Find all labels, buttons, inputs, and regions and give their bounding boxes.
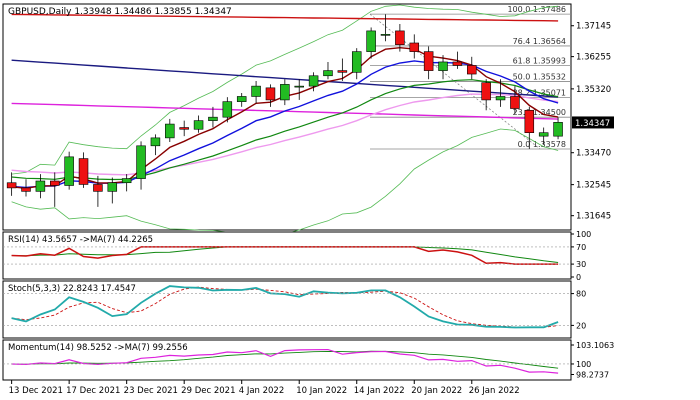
rsi-panel: RSI(14) 43.5657 ->MA(7) 44.2265 100 70 30 0 (2, 230, 591, 282)
time-tick-label: 13 Dec 2021 (9, 386, 63, 396)
candle-body (351, 51, 362, 73)
price-tick-label: 1.33470 (576, 149, 611, 159)
fib-label: 76.4 1.36564 (513, 37, 566, 46)
candle-body (467, 65, 477, 75)
time-tick-label: 29 Dec 2021 (181, 386, 235, 396)
price-tick-label: 1.32545 (576, 181, 611, 191)
bollinger-upper (11, 4, 559, 175)
last-price-box (572, 116, 614, 129)
candle-body (78, 158, 89, 185)
rsi-axis: 100 70 30 0 (571, 230, 591, 282)
candle-body (337, 70, 348, 73)
candle-body (553, 122, 563, 137)
stoch-label: Stoch(5,3,3) 22.8243 17.4547 (8, 284, 136, 294)
candle-body (136, 145, 146, 179)
ma50-line (11, 93, 559, 176)
candle-body (236, 96, 247, 102)
axis-tick-label: 0 (576, 273, 581, 282)
axis-tick-label: 100 (576, 230, 591, 239)
candle-body (524, 109, 535, 133)
candle-body (380, 34, 391, 36)
price-tick-label: 1.31645 (576, 212, 611, 222)
stoch-lines (3, 285, 571, 329)
axis-tick-label: 20 (576, 321, 586, 330)
candle-body (538, 132, 549, 137)
candle-body (510, 96, 520, 109)
fib-label: 50.0 1.35532 (513, 73, 566, 82)
candle-body (265, 87, 276, 101)
fib-label: 23.6 1.34500 (513, 108, 566, 117)
ema55-line (11, 59, 559, 98)
candle-body (179, 127, 189, 130)
candle-body (438, 61, 448, 71)
candle-body (395, 30, 405, 46)
candle-body (409, 42, 420, 52)
time-tick-label: 20 Jan 2022 (411, 386, 462, 396)
price-tick-label: 1.35320 (576, 85, 611, 95)
fib-label: 0.0 1.33578 (518, 140, 566, 149)
time-tick-label: 4 Jan 2022 (239, 386, 285, 396)
time-tick-label: 14 Jan 2022 (354, 386, 405, 396)
momentum-line (11, 348, 559, 374)
fib-label: 61.8 1.35993 (513, 57, 566, 66)
stoch-panel: Stoch(5,3,3) 22.8243 17.4547 80 20 (2, 280, 586, 339)
candle-body (366, 30, 376, 52)
momentum-panel-frame (2, 339, 572, 381)
candle-body (165, 123, 175, 139)
momentum-panel: Momentum(14) 98.5252 ->MA(7) 99.2556 103… (2, 339, 614, 381)
stoch-panel-frame (2, 280, 572, 339)
momentum-ma-line (11, 350, 559, 369)
axis-tick-label: 103.1063 (576, 341, 614, 350)
price-tick-label: 1.36255 (576, 53, 611, 63)
ema20-line (11, 79, 559, 181)
time-tick-label: 10 Jan 2022 (296, 386, 347, 396)
price-axis: 1.37145 1.36255 1.35320 1.34347 1.33470 1.325… (571, 22, 614, 222)
candle-body (481, 82, 491, 101)
price-title: GBPUSD,Daily 1.33948 1.34486 1.33855 1.3… (8, 7, 232, 17)
last-price-label: 1.34347 (575, 119, 610, 129)
momentum-lines (3, 348, 571, 374)
candle-body (294, 85, 304, 88)
candle-body (323, 70, 333, 77)
stoch-main-line (11, 285, 559, 329)
candle-body (21, 187, 31, 192)
rsi-panel-frame (2, 231, 572, 280)
stoch-axis: 80 20 (571, 290, 586, 330)
rsi-label: RSI(14) 43.5657 ->MA(7) 44.2265 (8, 235, 153, 245)
price-tick-label: 1.37145 (576, 22, 611, 32)
axis-tick-label: 80 (576, 290, 586, 299)
candle-body (251, 85, 261, 97)
axis-tick-label: 98.2737 (576, 370, 609, 379)
candle-body (452, 61, 463, 66)
axis-tick-label: 30 (576, 260, 586, 269)
candle-body (208, 116, 218, 121)
time-tick-label: 17 Dec 2021 (66, 386, 120, 396)
candle-body (193, 120, 204, 130)
time-tick-label: 23 Dec 2021 (124, 386, 178, 396)
candles-layer (6, 14, 563, 207)
candle-body (93, 184, 103, 192)
candle-body (222, 101, 233, 118)
candle-body (150, 137, 161, 147)
axis-tick-label: 70 (576, 243, 586, 252)
axis-tick-label: 100 (576, 360, 591, 369)
candle-body (35, 180, 46, 192)
candle-body (423, 51, 434, 71)
candle-body (50, 180, 60, 186)
candle-body (64, 156, 74, 186)
rsi-lines (3, 246, 571, 265)
candle-body (6, 182, 17, 189)
sma200-line (11, 13, 559, 22)
time-axis: 13 Dec 2021 17 Dec 2021 23 Dec 2021 29 Dec … (9, 380, 520, 396)
candle-body (280, 84, 290, 101)
candle-body (121, 178, 132, 184)
candle-body (495, 96, 506, 101)
candle-body (107, 182, 118, 192)
candle-body (308, 75, 319, 87)
momentum-label: Momentum(14) 98.5252 ->MA(7) 99.2556 (8, 343, 188, 353)
time-tick-label: 26 Jan 2022 (469, 386, 520, 396)
